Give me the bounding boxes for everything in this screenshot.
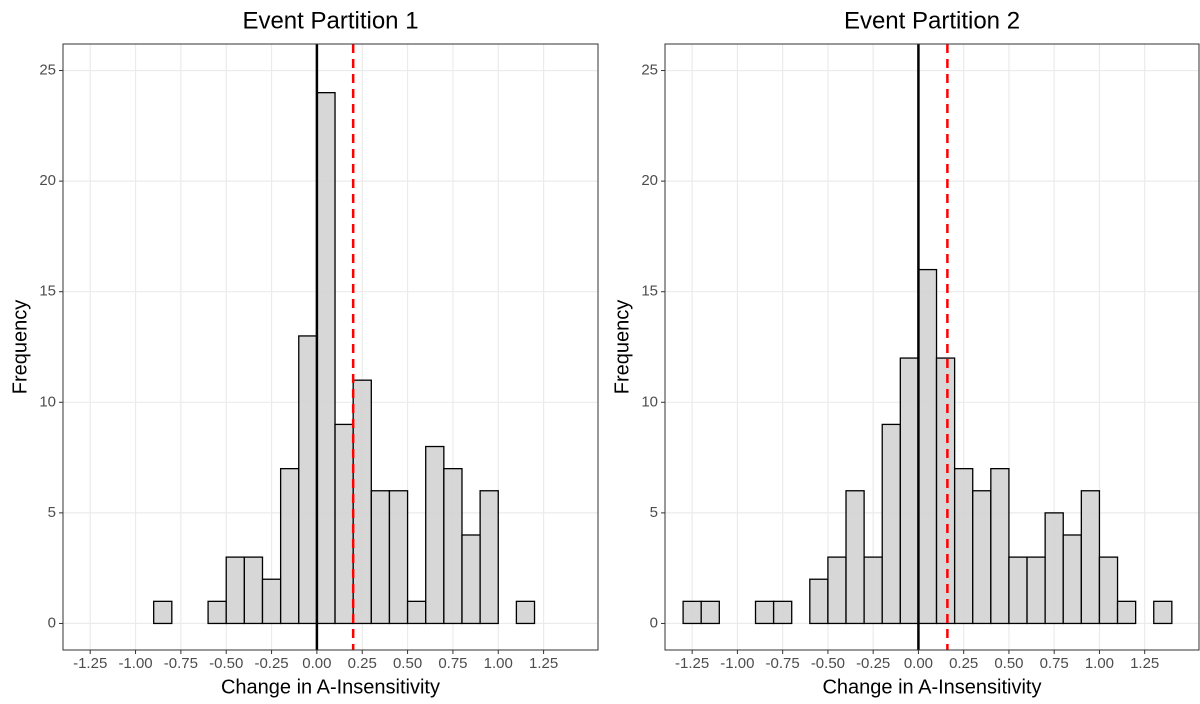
y-tick-label: 5	[650, 504, 658, 521]
histogram-bar	[1008, 556, 1028, 625]
histogram-bar	[316, 92, 336, 625]
x-tick-label: 1.25	[1130, 655, 1159, 672]
y-tick-label: 0	[650, 614, 658, 631]
x-tick-label: -0.50	[209, 655, 243, 672]
histogram-bar	[754, 600, 775, 625]
histogram-bar	[352, 379, 372, 625]
x-tick-label: -1.00	[720, 655, 754, 672]
x-tick-label: 0.75	[438, 655, 467, 672]
x-tick-label: -1.25	[675, 655, 709, 672]
histogram-bar	[298, 335, 318, 625]
y-tick-label: 25	[641, 62, 658, 79]
y-tick-label: 15	[39, 283, 56, 300]
histogram-bar	[1044, 512, 1064, 625]
histogram-bar	[809, 578, 829, 625]
histogram-bar	[479, 490, 499, 625]
histogram-bar	[845, 490, 865, 625]
histogram-bar	[225, 556, 246, 625]
x-tick-label: 0.00	[302, 655, 331, 672]
x-tick-label: 1.25	[529, 655, 558, 672]
histogram-bar	[917, 268, 938, 625]
histogram-bar	[863, 556, 883, 625]
histogram-bar	[772, 600, 793, 625]
x-tick-label: -0.75	[164, 655, 198, 672]
x-tick-label: -0.25	[254, 655, 288, 672]
histogram-bar	[1098, 556, 1119, 625]
y-tick-label: 15	[641, 283, 658, 300]
histogram-bar	[515, 600, 536, 625]
x-tick-label: 0.75	[1040, 655, 1069, 672]
y-tick-label: 20	[641, 172, 658, 189]
histogram-bar	[682, 600, 702, 625]
histogram-bar	[1116, 600, 1137, 625]
histogram-bar	[990, 467, 1010, 625]
histogram-bar	[1153, 600, 1173, 625]
x-axis-title: Change in A-Insensitivity	[221, 676, 440, 698]
histogram-bar	[953, 467, 974, 625]
histogram-bar	[700, 600, 720, 625]
x-tick-label: 0.50	[994, 655, 1023, 672]
histogram-bar	[899, 357, 920, 625]
histogram-bar	[1062, 534, 1082, 625]
x-tick-label: -1.25	[73, 655, 107, 672]
plot-border	[62, 43, 599, 651]
x-tick-label: -1.00	[118, 655, 152, 672]
histogram-bar	[1080, 490, 1101, 625]
y-tick-label: 0	[48, 614, 56, 631]
y-tick-label: 25	[39, 62, 56, 79]
x-tick-label: 0.00	[904, 655, 933, 672]
x-tick-label: -0.50	[811, 655, 845, 672]
histogram-bar	[935, 357, 956, 625]
histogram-bar	[334, 423, 354, 625]
x-tick-label: 1.00	[484, 655, 513, 672]
x-tick-label: -0.25	[856, 655, 890, 672]
histogram-bar	[406, 600, 427, 625]
histogram-bar	[153, 600, 173, 625]
x-tick-label: 0.25	[348, 655, 377, 672]
x-tick-label: 0.50	[393, 655, 422, 672]
plot-border	[664, 43, 1200, 651]
y-axis-title: Frequency	[611, 300, 633, 395]
histogram-bar	[461, 534, 481, 625]
histogram-bar	[388, 490, 409, 625]
histogram-bar	[827, 556, 847, 625]
histogram-bar	[425, 445, 445, 625]
histogram-bar	[972, 490, 992, 625]
histogram-bar	[243, 556, 264, 625]
x-tick-label: 1.00	[1085, 655, 1114, 672]
histogram-bar	[207, 600, 227, 625]
y-tick-label: 10	[641, 393, 658, 410]
x-tick-label: -0.75	[766, 655, 800, 672]
x-tick-label: 0.25	[949, 655, 978, 672]
panel-title: Event Partition 2	[844, 7, 1020, 34]
x-axis-title: Change in A-Insensitivity	[822, 676, 1041, 698]
y-axis-title: Frequency	[9, 300, 31, 395]
histogram-bar	[261, 578, 282, 625]
histogram-bar	[881, 423, 901, 625]
y-tick-label: 10	[39, 393, 56, 410]
y-tick-label: 5	[48, 504, 56, 521]
panel-title: Event Partition 1	[242, 7, 418, 34]
histogram-bar	[443, 467, 463, 625]
histogram-bar	[279, 467, 300, 625]
histogram-bar	[370, 490, 391, 625]
y-tick-label: 20	[39, 172, 56, 189]
histogram-bar	[1026, 556, 1046, 625]
